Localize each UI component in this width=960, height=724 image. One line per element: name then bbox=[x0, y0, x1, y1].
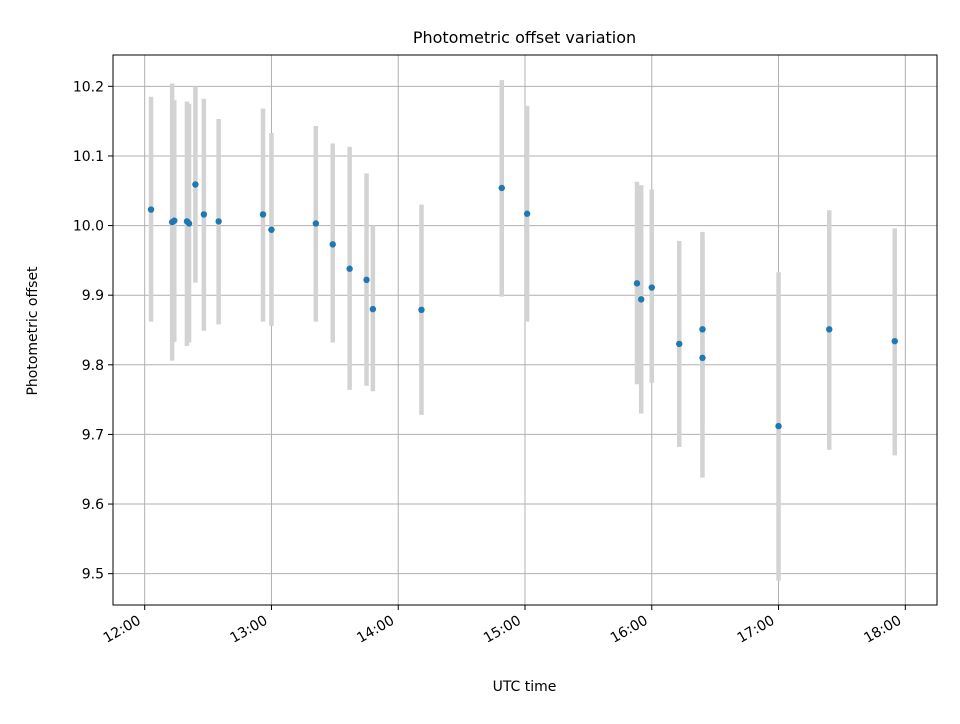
chart-title: Photometric offset variation bbox=[413, 28, 636, 47]
x-tick-label: 14:00 bbox=[354, 613, 397, 647]
y-axis-label: Photometric offset bbox=[25, 266, 41, 396]
data-point bbox=[418, 306, 425, 314]
data-point bbox=[200, 211, 208, 218]
data-point bbox=[498, 184, 505, 192]
data-point bbox=[171, 217, 178, 224]
data-point bbox=[215, 218, 222, 225]
x-tick-label: 15:00 bbox=[481, 613, 524, 647]
x-tick-label: 18:00 bbox=[861, 613, 904, 647]
y-tick-label: 10.1 bbox=[73, 149, 104, 165]
y-tick-label: 9.5 bbox=[82, 567, 104, 583]
x-tick-label: 17:00 bbox=[735, 613, 778, 647]
data-point bbox=[346, 265, 353, 272]
data-point bbox=[699, 326, 706, 333]
y-tick-label: 9.7 bbox=[82, 427, 104, 443]
data-point bbox=[699, 354, 706, 362]
data-point bbox=[312, 220, 320, 227]
data-point bbox=[185, 220, 193, 227]
data-point bbox=[363, 276, 370, 284]
data-points bbox=[147, 181, 898, 430]
data-point bbox=[891, 337, 898, 345]
data-point bbox=[826, 326, 833, 333]
y-tick-label: 9.9 bbox=[82, 288, 104, 304]
data-point bbox=[676, 340, 683, 348]
data-point bbox=[147, 206, 155, 213]
error-bars bbox=[148, 80, 897, 581]
x-axis-label: UTC time bbox=[493, 679, 557, 695]
x-tick-label: 16:00 bbox=[608, 613, 651, 647]
data-point bbox=[523, 210, 531, 217]
y-tick-label: 9.6 bbox=[82, 497, 104, 513]
x-tick-label: 12:00 bbox=[101, 613, 144, 647]
data-point bbox=[648, 284, 655, 291]
data-point bbox=[192, 181, 199, 188]
x-tick-label: 13:00 bbox=[228, 613, 271, 647]
x-axis-ticks: 12:00 13:00 14:00 15:00 16:00 17:00 18:00 bbox=[101, 605, 906, 647]
data-point bbox=[369, 305, 377, 313]
data-point bbox=[268, 226, 275, 233]
data-point bbox=[633, 280, 641, 287]
y-tick-label: 10.0 bbox=[73, 219, 104, 235]
data-point bbox=[329, 241, 336, 248]
y-tick-label: 10.2 bbox=[73, 79, 104, 95]
data-point bbox=[259, 211, 267, 218]
y-tick-label: 9.8 bbox=[82, 358, 104, 374]
y-axis-ticks: 9.5 9.6 9.7 9.8 9.9 10.0 10.1 10.2 bbox=[73, 79, 113, 583]
data-point bbox=[638, 296, 645, 303]
data-point bbox=[775, 422, 782, 430]
